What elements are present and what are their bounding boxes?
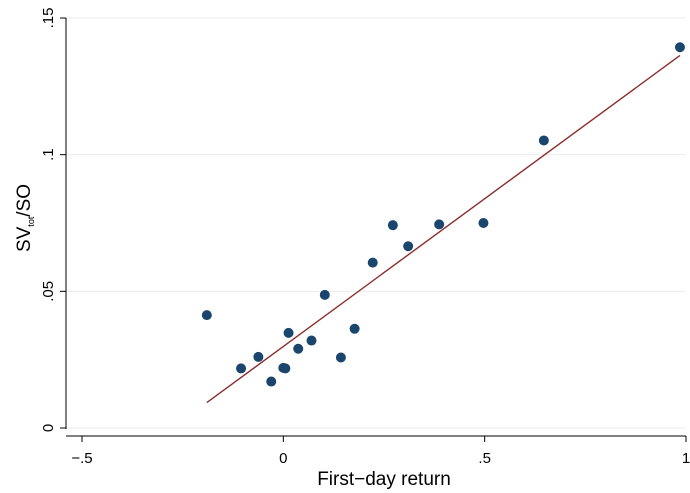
data-point bbox=[236, 363, 247, 374]
y-axis-title-subscript: tot bbox=[26, 216, 36, 227]
data-point bbox=[253, 351, 264, 362]
data-point bbox=[434, 219, 445, 230]
data-point bbox=[674, 42, 685, 53]
data-point bbox=[201, 310, 212, 321]
fit-line-layer bbox=[206, 54, 681, 404]
y-tick-label-3: .15 bbox=[40, 8, 57, 29]
data-point bbox=[403, 241, 414, 252]
x-axis-title: First−day return bbox=[317, 469, 451, 490]
data-point bbox=[538, 135, 549, 146]
data-point bbox=[367, 257, 378, 268]
x-tick-label-3: 1 bbox=[682, 450, 690, 467]
axes: 0 .05 .1 .15 −.5 0 .5 1 bbox=[40, 8, 690, 467]
data-point bbox=[280, 363, 291, 374]
data-point bbox=[335, 352, 346, 363]
data-point bbox=[478, 218, 489, 228]
data-point bbox=[319, 289, 330, 300]
x-tick-label-0: −.5 bbox=[71, 450, 92, 467]
x-tick-label-2: .5 bbox=[478, 450, 491, 467]
y-tick-label-2: .1 bbox=[40, 148, 57, 161]
y-tick-label-1: .05 bbox=[40, 281, 57, 302]
data-point bbox=[306, 335, 317, 346]
y-axis-title: SVtot/SO bbox=[14, 184, 36, 252]
y-tick-label-0: 0 bbox=[40, 424, 57, 432]
data-point bbox=[349, 323, 360, 334]
y-axis-title-main: SV bbox=[14, 226, 35, 252]
x-tick-label-1: 0 bbox=[279, 450, 287, 467]
grid-lines bbox=[66, 17, 686, 429]
data-point bbox=[293, 343, 304, 354]
data-point bbox=[387, 220, 398, 231]
data-point bbox=[283, 327, 294, 338]
data-point bbox=[266, 376, 277, 387]
fit-line bbox=[206, 54, 681, 404]
data-points bbox=[201, 42, 685, 387]
y-axis-title-rest: /SO bbox=[14, 184, 35, 217]
